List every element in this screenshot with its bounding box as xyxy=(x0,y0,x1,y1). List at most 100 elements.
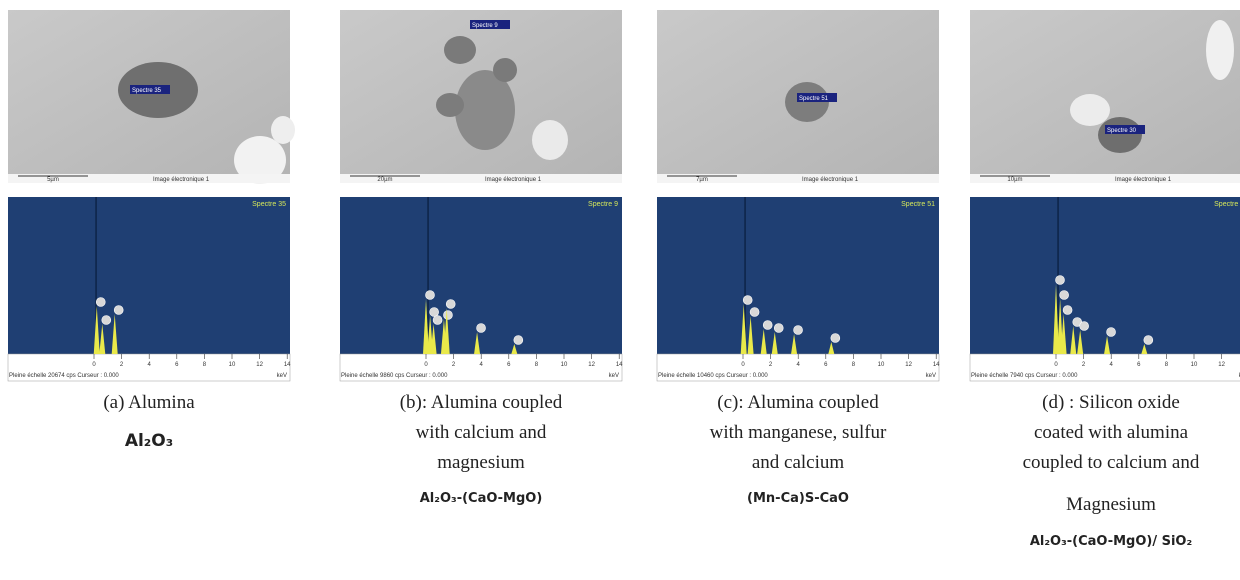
peak xyxy=(771,332,778,354)
peak xyxy=(1077,330,1084,354)
peak xyxy=(99,324,106,354)
image-label: Image électronique 1 xyxy=(802,177,859,183)
tick-label: 2 xyxy=(120,362,124,368)
peak-marker xyxy=(1059,290,1069,300)
tick-label: 12 xyxy=(588,362,595,368)
caption-line: coated with alumina xyxy=(1034,422,1189,443)
tick-label: 6 xyxy=(507,362,511,368)
peak xyxy=(828,342,835,354)
formula: Al₂O₃-(CaO-MgO)/ SiO₂ xyxy=(1030,534,1192,549)
peak-marker xyxy=(101,315,112,325)
peak xyxy=(1070,326,1077,354)
tick-label: 8 xyxy=(203,362,207,368)
eds-spectrum-label: Spectre 51 xyxy=(901,201,935,208)
tick-label: 0 xyxy=(424,362,428,368)
tick-label: 6 xyxy=(824,362,828,368)
peak-marker xyxy=(95,297,106,307)
sem-footer xyxy=(340,174,622,183)
peak xyxy=(791,334,798,354)
peak-marker xyxy=(1106,327,1116,337)
peak xyxy=(430,324,437,354)
sem-image xyxy=(970,10,1240,174)
image-label: Image électronique 1 xyxy=(485,177,542,183)
sem-footer xyxy=(8,174,290,183)
tick-label: 2 xyxy=(769,362,773,368)
peak-marker xyxy=(793,325,803,335)
eds-footer: Pleine échelle 20674 cps Curseur : 0.000 xyxy=(9,373,119,379)
scale-label: 5µm xyxy=(47,177,59,183)
scale-label: 7µm xyxy=(696,177,708,183)
unit-label: keV xyxy=(609,373,619,379)
peak-marker xyxy=(1143,335,1154,345)
tick-label: 0 xyxy=(92,362,96,368)
peak xyxy=(443,308,450,354)
caption-line: magnesium xyxy=(437,452,525,473)
particle xyxy=(436,93,464,117)
tick-label: 10 xyxy=(1191,362,1198,368)
peak xyxy=(740,304,747,354)
peak xyxy=(1141,344,1148,354)
peak xyxy=(760,329,767,354)
eds-spectrum-label: Spectre 35 xyxy=(252,201,286,208)
tick-label: 2 xyxy=(1082,362,1086,368)
caption-line: (d) : Silicon oxide xyxy=(1042,392,1180,413)
tick-label: 8 xyxy=(1165,362,1169,368)
caption-line: coupled to calcium and xyxy=(1023,452,1200,473)
tick-label: 12 xyxy=(905,362,912,368)
caption-line: (b): Alumina coupled xyxy=(400,392,563,413)
unit-label: keV xyxy=(926,373,936,379)
peak-marker xyxy=(742,295,753,305)
peak-marker xyxy=(762,320,773,330)
tick-label: 10 xyxy=(878,362,885,368)
unit-label: keV xyxy=(1239,373,1240,379)
peak-marker xyxy=(113,305,124,315)
peak-marker xyxy=(513,335,524,345)
peak xyxy=(747,316,754,354)
caption-line: and calcium xyxy=(752,452,845,473)
peak-marker xyxy=(773,323,784,333)
sem-spectrum-label-box xyxy=(470,20,510,29)
eds-axis-strip xyxy=(969,353,1240,382)
peak-marker xyxy=(443,310,453,320)
eds-footer: Pleine échelle 7940 cps Curseur : 0.000 xyxy=(971,373,1078,379)
tick-label: 10 xyxy=(229,362,236,368)
scale-label: 20µm xyxy=(377,177,392,183)
tick-label: 14 xyxy=(933,362,940,368)
peak-marker xyxy=(749,307,760,317)
tick-label: 4 xyxy=(1110,362,1114,368)
sem-footer xyxy=(970,174,1240,183)
peak-marker xyxy=(476,323,486,333)
tick-label: 14 xyxy=(616,362,623,368)
particle xyxy=(271,116,295,144)
sem-spectrum-label-box xyxy=(797,93,837,102)
peak-marker xyxy=(425,290,435,300)
tick-label: 14 xyxy=(284,362,291,368)
tick-label: 4 xyxy=(148,362,152,368)
peak xyxy=(93,306,100,354)
sem-spectrum-label-box xyxy=(130,85,170,94)
sem-spectrum-label-box xyxy=(1105,125,1145,134)
caption-line: with manganese, sulfur xyxy=(710,422,887,443)
tick-label: 4 xyxy=(797,362,801,368)
particle xyxy=(455,70,515,150)
peak-marker xyxy=(830,333,841,343)
peak-marker xyxy=(1079,321,1089,331)
tick-label: 12 xyxy=(1218,362,1225,368)
peak xyxy=(1060,314,1067,354)
peak xyxy=(1053,284,1059,354)
unit-label: keV xyxy=(277,373,287,379)
particle xyxy=(1206,20,1234,80)
particle xyxy=(1098,117,1142,153)
image-label: Image électronique 1 xyxy=(1115,177,1172,183)
tick-label: 0 xyxy=(741,362,745,368)
caption-line: (c): Alumina coupled xyxy=(717,392,879,413)
sem-spectrum-label: Spectre 9 xyxy=(472,23,498,29)
peak xyxy=(511,344,518,354)
peak-marker xyxy=(432,315,443,325)
sem-spectrum-label: Spectre 35 xyxy=(132,88,162,94)
caption-line: with calcium and xyxy=(416,422,547,443)
peak-marker xyxy=(445,299,456,309)
particle xyxy=(234,136,286,184)
eds-spectrum-label: Spectre 30 xyxy=(1214,201,1240,208)
